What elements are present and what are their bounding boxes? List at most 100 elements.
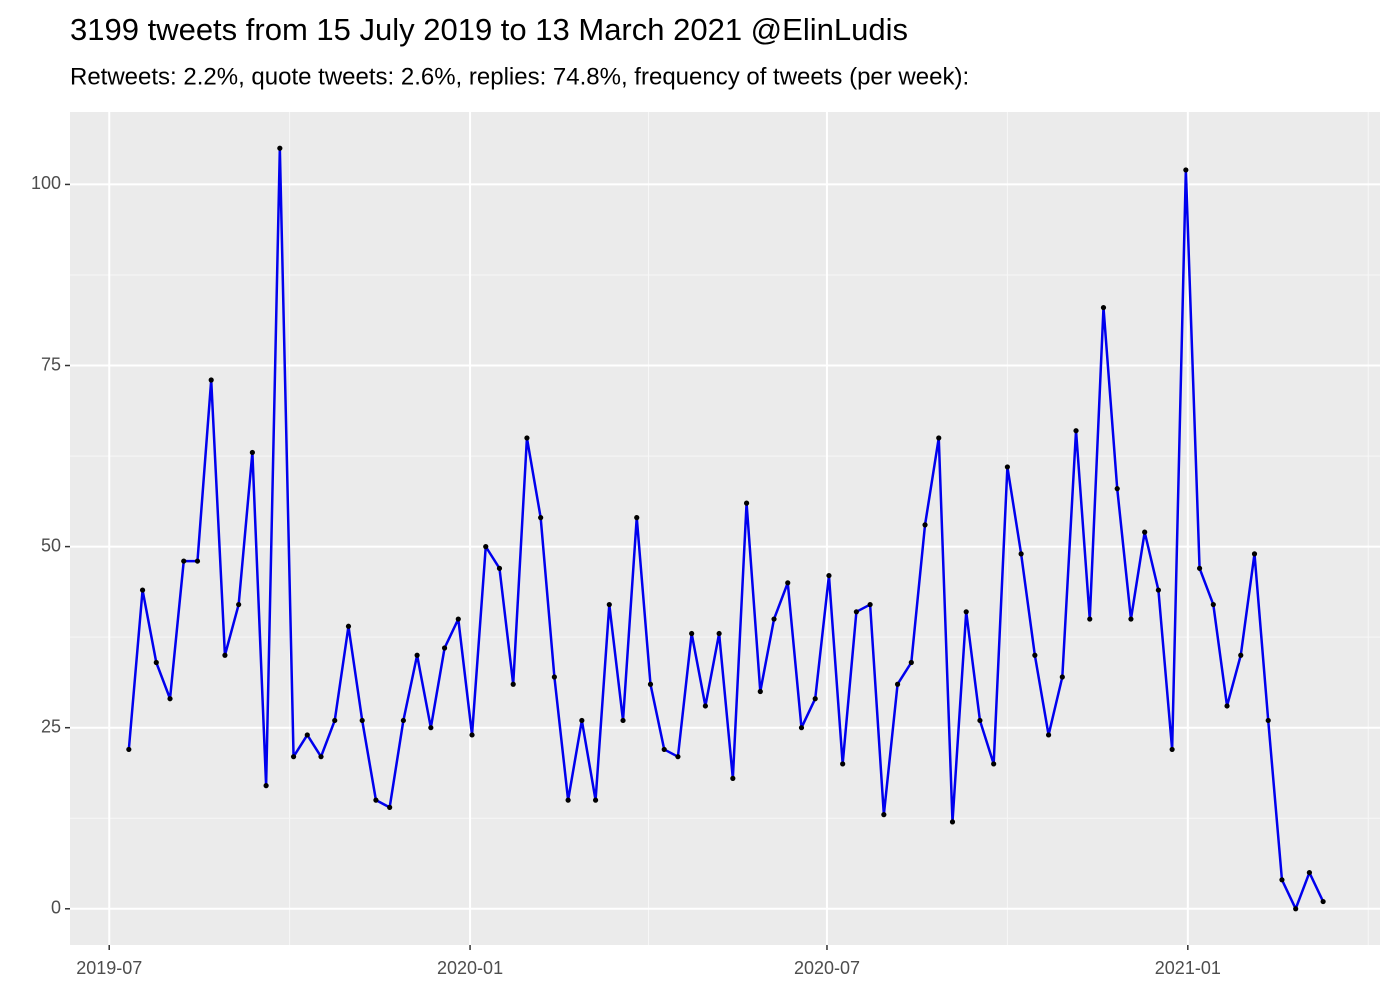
point: [1251, 551, 1258, 557]
point: [606, 601, 612, 608]
y-tick-label: 75: [41, 354, 61, 374]
point: [730, 775, 736, 782]
point: [524, 435, 530, 441]
point: [400, 717, 406, 724]
point: [236, 601, 242, 608]
point: [290, 754, 297, 760]
point: [1183, 167, 1189, 173]
point: [277, 145, 283, 151]
point: [414, 652, 420, 658]
point: [222, 652, 228, 658]
x-tick-label: 2020-01: [437, 958, 503, 978]
point: [194, 558, 201, 564]
y-tick-label: 25: [41, 716, 61, 736]
point: [963, 609, 969, 615]
point: [743, 500, 750, 506]
point: [139, 587, 146, 593]
point: [1238, 652, 1244, 658]
point: [702, 703, 708, 709]
point: [1045, 732, 1052, 738]
point: [318, 754, 324, 760]
x-tick-label: 2021-01: [1155, 958, 1221, 978]
point: [208, 377, 214, 383]
point: [757, 688, 763, 695]
x-tick-label: 2019-07: [76, 958, 142, 978]
point: [716, 630, 722, 637]
point: [345, 623, 352, 629]
point: [1265, 717, 1271, 724]
point: [1169, 746, 1175, 753]
point: [126, 746, 132, 753]
point: [689, 630, 695, 637]
point: [867, 601, 873, 608]
chart-subtitle: Retweets: 2.2%, quote tweets: 2.6%, repl…: [70, 63, 969, 90]
point: [565, 797, 571, 803]
point: [1032, 652, 1038, 658]
point: [1059, 674, 1065, 680]
point: [496, 565, 503, 571]
point: [304, 732, 310, 738]
point: [263, 783, 269, 789]
point: [1210, 601, 1216, 608]
point: [634, 515, 640, 521]
point: [1279, 877, 1285, 883]
point: [977, 717, 983, 724]
point: [153, 659, 159, 666]
point: [1293, 906, 1299, 912]
point: [881, 812, 887, 818]
point: [592, 797, 599, 803]
point: [949, 819, 956, 825]
point: [332, 717, 338, 724]
point: [1196, 565, 1203, 571]
point: [675, 754, 681, 760]
point: [1100, 304, 1107, 311]
point: [1142, 529, 1148, 535]
point: [853, 609, 859, 615]
point: [510, 681, 516, 687]
x-tick-label: 2020-07: [794, 958, 860, 978]
point: [1004, 464, 1010, 470]
y-tick-label: 0: [51, 898, 61, 918]
point: [812, 696, 818, 702]
point: [428, 725, 434, 731]
point: [359, 717, 365, 724]
point: [249, 449, 255, 456]
point: [661, 746, 667, 753]
point: [840, 761, 846, 767]
point: [387, 804, 393, 810]
y-tick-label: 50: [41, 535, 61, 555]
point: [538, 515, 544, 521]
point: [908, 659, 914, 666]
point: [647, 681, 654, 687]
chart-title: 3199 tweets from 15 July 2019 to 13 Marc…: [70, 12, 908, 47]
point: [798, 725, 805, 731]
point: [1073, 428, 1079, 434]
point: [455, 616, 461, 622]
point: [167, 696, 173, 702]
point: [373, 797, 379, 803]
series-line: [127, 146, 1325, 911]
point: [991, 761, 997, 767]
point: [771, 616, 777, 622]
point: [1087, 616, 1093, 622]
point: [1128, 616, 1134, 622]
point: [936, 435, 942, 441]
point: [551, 674, 557, 680]
point: [579, 717, 585, 724]
point: [922, 522, 928, 528]
point: [826, 572, 832, 579]
point: [620, 717, 626, 724]
y-tick-label: 100: [31, 173, 61, 193]
point: [441, 645, 448, 651]
point: [1224, 703, 1230, 709]
point: [1306, 869, 1313, 876]
point: [1018, 551, 1024, 557]
point: [894, 681, 901, 687]
point: [181, 558, 187, 564]
point: [785, 580, 791, 586]
point: [483, 544, 489, 550]
point: [1155, 587, 1161, 593]
point: [469, 732, 475, 738]
point: [1320, 898, 1326, 905]
